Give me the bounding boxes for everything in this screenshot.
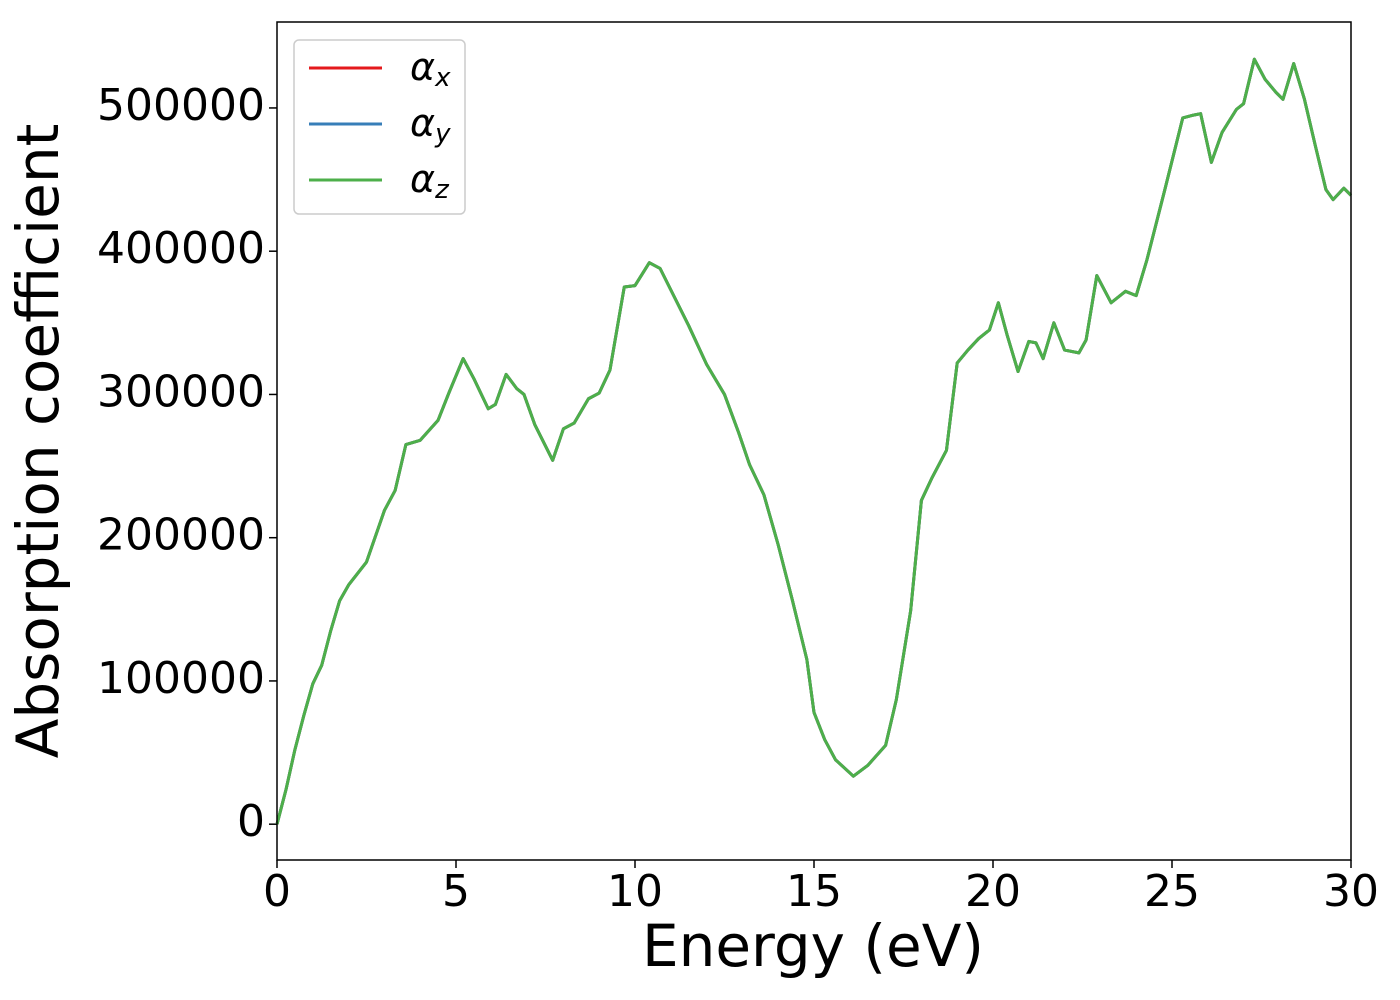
y-tick-label: 0 bbox=[237, 796, 265, 847]
plot-frame bbox=[276, 21, 1352, 861]
legend-box bbox=[293, 39, 466, 215]
x-tick-label: 25 bbox=[1144, 866, 1200, 917]
x-tick-label: 20 bbox=[965, 866, 1021, 917]
x-tick-label: 5 bbox=[442, 866, 470, 917]
y-tick-label: 100000 bbox=[97, 653, 265, 704]
y-tick-label: 500000 bbox=[97, 80, 265, 131]
y-axis-label: Absorption coefficient bbox=[4, 124, 72, 759]
y-tick-label: 400000 bbox=[97, 223, 265, 274]
y-tick-label: 300000 bbox=[97, 366, 265, 417]
x-tick-label: 10 bbox=[607, 866, 663, 917]
x-tick-label: 30 bbox=[1323, 866, 1379, 917]
x-tick-label: 0 bbox=[263, 866, 291, 917]
x-axis-label: Energy (eV) bbox=[642, 912, 984, 980]
data-line bbox=[275, 57, 1353, 825]
y-tick-label: 200000 bbox=[97, 510, 265, 561]
x-tick-label: 15 bbox=[786, 866, 842, 917]
